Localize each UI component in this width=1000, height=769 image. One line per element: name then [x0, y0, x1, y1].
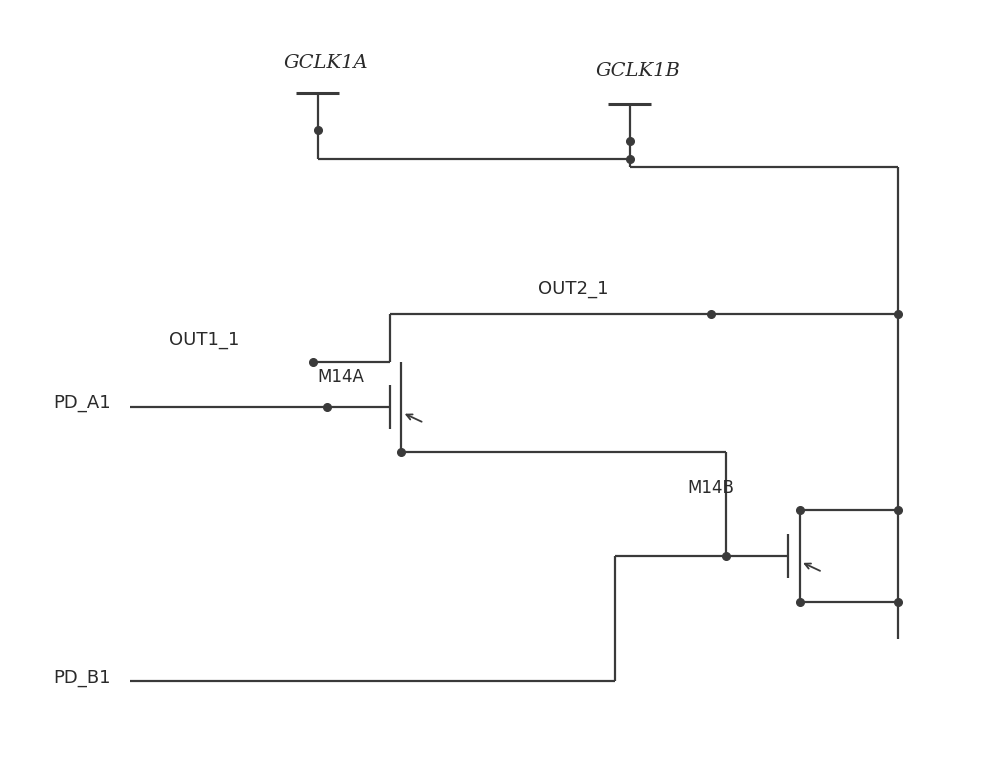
Text: OUT1_1: OUT1_1 [169, 331, 239, 349]
Text: GCLK1B: GCLK1B [596, 62, 681, 80]
Text: GCLK1A: GCLK1A [284, 55, 369, 72]
Text: PD_A1: PD_A1 [54, 394, 111, 412]
Text: OUT2_1: OUT2_1 [538, 279, 609, 298]
Text: M14B: M14B [687, 479, 734, 497]
Text: M14A: M14A [318, 368, 364, 386]
Text: PD_B1: PD_B1 [54, 668, 111, 687]
